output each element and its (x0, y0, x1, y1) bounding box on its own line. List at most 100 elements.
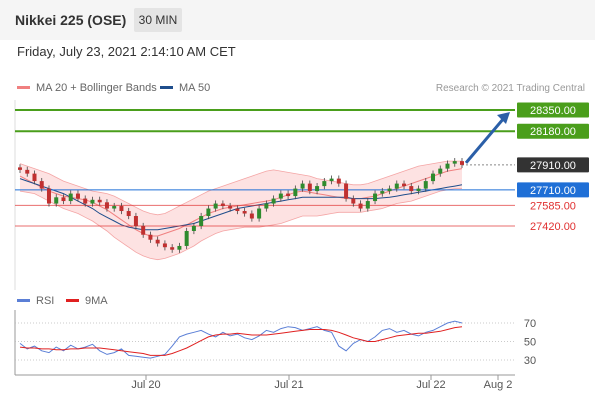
legend-rsi-ma: 9MA (66, 295, 108, 307)
candle-body (249, 213, 254, 219)
candle-body (46, 188, 51, 204)
legend-label: RSI (36, 295, 55, 307)
candle-body (32, 173, 37, 182)
candle-body (18, 167, 22, 170)
candles-group (18, 158, 464, 253)
candle-body (300, 183, 305, 189)
candle-body (133, 216, 138, 226)
candle-body (264, 203, 269, 209)
legend-swatch (17, 85, 30, 89)
candle-body (344, 183, 349, 199)
level-label-resistance: 28180.00 (530, 126, 576, 138)
rsi-tick-label: 30 (524, 355, 536, 367)
projection-arrowhead (497, 112, 510, 124)
candle-body (25, 169, 30, 174)
candle-body (191, 226, 196, 231)
legend-ma20-bollinger: MA 20 + Bollinger Bands (17, 82, 157, 94)
candle-body (68, 193, 73, 202)
candle-body (141, 226, 146, 235)
legend-rsi: RSI (17, 295, 54, 307)
candle-body (126, 211, 131, 217)
candle-body (177, 245, 182, 250)
candle-body (220, 203, 225, 207)
level-label-support: 27585.00 (530, 200, 576, 212)
bollinger-band-area (20, 161, 462, 260)
level-label-last-price: 27910.00 (530, 160, 576, 172)
candle-body (452, 161, 457, 164)
candle-body (307, 183, 312, 192)
candle-body (286, 193, 291, 197)
instrument-title: Nikkei 225 (OSE) (15, 12, 127, 28)
candle-body (235, 208, 240, 212)
candle-body (380, 191, 385, 194)
candle-body (257, 208, 262, 219)
candle-body (104, 202, 109, 209)
candle-body (438, 168, 443, 174)
level-label-box (517, 123, 589, 139)
candle-body (329, 178, 334, 182)
x-tick-label: Jul 22 (416, 379, 445, 391)
level-label-support: 27420.00 (530, 221, 576, 233)
candle-body (431, 173, 436, 182)
candle-body (61, 197, 66, 202)
legend-swatch (17, 298, 30, 302)
candle-body (402, 183, 407, 187)
x-tick-label: Aug 2 (484, 379, 513, 391)
timestamp: Friday, July 23, 2021 2:14:10 AM CET (17, 44, 236, 59)
candle-body (112, 206, 117, 209)
candle-body (228, 206, 233, 209)
candle-body (39, 181, 44, 189)
candle-body (315, 186, 320, 192)
candle-body (75, 193, 80, 199)
level-label-box (517, 102, 589, 118)
candle-body (90, 199, 95, 204)
credit-text: Research © 2021 Trading Central (435, 83, 585, 94)
candle-body (293, 188, 298, 197)
candle-body (409, 186, 414, 192)
candle-body (278, 193, 283, 199)
candle-body (199, 216, 204, 226)
candle-body (373, 193, 378, 202)
candle-body (271, 198, 276, 204)
candle-body (423, 181, 428, 189)
projection-arrow-shaft (464, 117, 506, 164)
candle-body (54, 197, 59, 204)
legend-swatch (66, 298, 79, 302)
candle-body (416, 188, 421, 192)
candle-body (365, 201, 370, 209)
candle-body (148, 234, 153, 240)
level-label-box (517, 182, 589, 198)
candle-body (322, 181, 327, 187)
rsi-tick-label: 70 (524, 318, 536, 330)
candle-body (387, 188, 392, 192)
candle-body (83, 198, 88, 204)
candle-body (242, 211, 247, 214)
legend-swatch (160, 85, 173, 89)
x-tick-label: Jul 20 (131, 379, 160, 391)
timeframe-button[interactable]: 30 MIN (134, 8, 182, 32)
chart-header: Nikkei 225 (OSE) 30 MIN (0, 0, 595, 40)
bollinger-lower-line (19, 188, 462, 261)
rsi-line (19, 320, 463, 359)
ma50-line (19, 178, 463, 231)
candle-body (170, 247, 175, 250)
level-label-pivot: 27710.00 (530, 185, 576, 197)
rsi-tick-label: 50 (524, 337, 536, 349)
candle-body (162, 243, 167, 248)
candle-body (358, 203, 363, 209)
level-label-box (517, 157, 589, 173)
legend-ma50: MA 50 (160, 82, 210, 94)
candle-body (336, 178, 341, 184)
candle-body (213, 203, 218, 209)
candle-body (460, 161, 464, 165)
bollinger-upper-line (19, 160, 462, 216)
candle-body (119, 206, 124, 212)
candle-body (445, 163, 450, 169)
candle-body (206, 208, 211, 217)
candle-body (155, 239, 160, 244)
candle-body (351, 198, 356, 204)
legend-label: MA 50 (179, 82, 211, 94)
legend-label: MA 20 + Bollinger Bands (36, 82, 157, 94)
legend-label: 9MA (85, 295, 108, 307)
candle-body (97, 199, 102, 203)
